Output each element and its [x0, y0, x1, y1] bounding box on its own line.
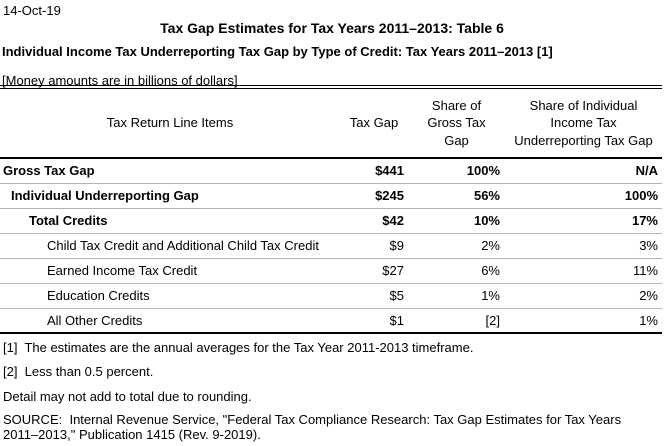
share-underreporting-cell: 3%: [505, 233, 662, 259]
column-header-share-gross: Share of Gross Tax Gap: [408, 89, 505, 159]
share-gross-cell: 2%: [408, 233, 505, 259]
tax-gap-cell: $9: [340, 233, 408, 259]
footnote-2: [2] Less than 0.5 percent.: [3, 364, 154, 379]
table-row-education-credits: Education Credits $5 1% 2%: [0, 283, 662, 309]
tax-gap-cell: $5: [340, 283, 408, 309]
share-underreporting-cell: 1%: [505, 308, 662, 334]
tax-gap-cell: $245: [340, 183, 408, 209]
row-label-cell: Gross Tax Gap: [0, 158, 340, 184]
tax-gap-cell: $42: [340, 208, 408, 234]
table-row-all-other-credits: All Other Credits $1 [2] 1%: [0, 308, 662, 334]
rounding-note: Detail may not add to total due to round…: [3, 389, 252, 404]
column-header-tax-gap: Tax Gap: [340, 89, 408, 159]
row-label-cell: Total Credits: [0, 208, 340, 234]
tax-gap-cell: $1: [340, 308, 408, 334]
table-top-double-rule: [0, 85, 662, 89]
table-row-child-tax-credit: Child Tax Credit and Additional Child Ta…: [0, 233, 662, 259]
tax-gap-cell: $441: [340, 158, 408, 184]
share-underreporting-cell: 2%: [505, 283, 662, 309]
row-label-cell: All Other Credits: [0, 308, 340, 334]
share-gross-cell: 56%: [408, 183, 505, 209]
column-header-line-items: Tax Return Line Items: [0, 89, 340, 159]
share-gross-cell: 100%: [408, 158, 505, 184]
footnote-1: [1] The estimates are the annual average…: [3, 340, 474, 355]
share-underreporting-cell: 11%: [505, 258, 662, 284]
row-label-cell: Education Credits: [0, 283, 340, 309]
share-gross-cell: 10%: [408, 208, 505, 234]
column-header-share-underreporting: Share of Individual Income Tax Underrepo…: [505, 89, 662, 159]
share-underreporting-cell: 17%: [505, 208, 662, 234]
share-underreporting-cell: 100%: [505, 183, 662, 209]
tax-gap-cell: $27: [340, 258, 408, 284]
units-note: [Money amounts are in billions of dollar…: [2, 73, 238, 88]
source-note: SOURCE: Internal Revenue Service, "Feder…: [3, 412, 625, 443]
table-row-earned-income-tax-credit: Earned Income Tax Credit $27 6% 11%: [0, 258, 662, 284]
row-label-cell: Individual Underreporting Gap: [0, 183, 340, 209]
table-row-gross-tax-gap: Gross Tax Gap $441 100% N/A: [0, 158, 662, 184]
share-underreporting-cell: N/A: [505, 158, 662, 184]
tax-gap-table: Tax Return Line Items Tax Gap Share of G…: [0, 89, 662, 334]
share-gross-cell: 1%: [408, 283, 505, 309]
table-row-total-credits: Total Credits $42 10% 17%: [0, 208, 662, 234]
page-subtitle: Individual Income Tax Underreporting Tax…: [2, 44, 553, 59]
share-gross-cell: 6%: [408, 258, 505, 284]
row-label-cell: Earned Income Tax Credit: [0, 258, 340, 284]
document-date: 14-Oct-19: [3, 3, 61, 18]
page-title: Tax Gap Estimates for Tax Years 2011–201…: [160, 20, 504, 36]
share-gross-cell: [2]: [408, 308, 505, 334]
row-label-cell: Child Tax Credit and Additional Child Ta…: [0, 233, 340, 259]
table-header-row: Tax Return Line Items Tax Gap Share of G…: [0, 89, 662, 159]
table-row-individual-underreporting-gap: Individual Underreporting Gap $245 56% 1…: [0, 183, 662, 209]
